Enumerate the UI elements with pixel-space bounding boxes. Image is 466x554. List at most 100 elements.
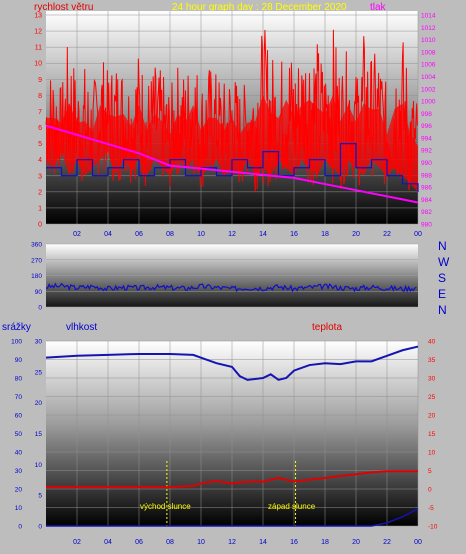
rain-label: srážky xyxy=(2,322,31,333)
time-x-tick: 04 xyxy=(104,539,112,546)
direction-y-tick: 180 xyxy=(31,273,42,280)
time-x-tick: 04 xyxy=(104,231,112,238)
wind-y-tick: 0 xyxy=(38,222,42,229)
humidity-y-tick: 90 xyxy=(15,357,23,364)
time-x-tick: 06 xyxy=(135,539,143,546)
compass-s: S xyxy=(438,271,446,285)
humidity-y-tick: 50 xyxy=(15,431,23,438)
rain-y-tick: 0 xyxy=(38,524,42,531)
direction-y-tick: 0 xyxy=(38,305,42,312)
temperature-y-tick: 25 xyxy=(428,394,436,401)
wind-y-tick: 11 xyxy=(35,45,42,52)
time-x-tick: 10 xyxy=(197,539,205,546)
time-x-tick: 18 xyxy=(321,539,329,546)
humidity-y-tick: 60 xyxy=(15,413,23,420)
rain-y-tick: 20 xyxy=(35,400,43,407)
temperature-y-tick: 30 xyxy=(428,376,436,383)
time-x-tick: 00 xyxy=(414,539,422,546)
time-x-tick: 02 xyxy=(73,539,81,546)
wind-y-tick: 9 xyxy=(38,77,42,84)
wind-pressure-series xyxy=(45,29,419,204)
humidity-y-tick: 0 xyxy=(18,524,22,531)
wind-y-tick: 3 xyxy=(38,173,42,180)
wind-speed-label: rychlost větru xyxy=(34,2,93,13)
time-x-tick: 08 xyxy=(166,539,174,546)
rain-y-tick: 10 xyxy=(35,462,43,469)
wind-y-tick: 7 xyxy=(38,109,42,116)
pressure-y-tick: 998 xyxy=(421,111,432,118)
direction-y-tick: 360 xyxy=(31,242,42,249)
wind-y-tick: 13 xyxy=(34,13,42,20)
humidity-y-tick: 100 xyxy=(11,339,22,346)
humidity-temperature-series xyxy=(45,345,419,527)
axis-tick-labels: 0123456789101112139809829849869889909929… xyxy=(11,13,438,547)
wind-y-tick: 6 xyxy=(38,125,42,132)
temperature-y-tick: 15 xyxy=(428,431,436,438)
humidity-y-tick: 30 xyxy=(15,468,23,475)
pressure-y-tick: 986 xyxy=(421,185,432,192)
rain-y-tick: 5 xyxy=(38,493,42,500)
rain-line xyxy=(46,508,419,527)
wind-y-tick: 1 xyxy=(38,205,42,212)
pressure-y-tick: 982 xyxy=(421,209,432,216)
time-x-tick: 20 xyxy=(352,231,360,238)
pressure-y-tick: 980 xyxy=(421,222,432,229)
time-x-tick: 06 xyxy=(135,231,143,238)
time-x-tick: 22 xyxy=(383,231,391,238)
humidity-line xyxy=(45,345,419,381)
direction-y-tick: 270 xyxy=(31,257,42,264)
compass-w: W xyxy=(438,255,450,269)
wind-y-tick: 2 xyxy=(38,189,42,196)
sunset-label: západ slunce xyxy=(268,502,316,511)
wind-direction-series xyxy=(45,282,417,293)
humidity-y-tick: 40 xyxy=(15,450,23,457)
pressure-y-tick: 1012 xyxy=(421,25,436,32)
time-x-tick: 08 xyxy=(166,231,174,238)
pressure-y-tick: 1010 xyxy=(421,37,436,44)
rain-y-tick: 25 xyxy=(35,369,43,376)
temperature-y-tick: 0 xyxy=(428,487,432,494)
wind-y-tick: 4 xyxy=(38,157,42,164)
temperature-y-tick: 40 xyxy=(428,339,436,346)
time-x-tick: 20 xyxy=(352,539,360,546)
time-x-tick: 16 xyxy=(290,539,298,546)
temperature-y-tick: 5 xyxy=(428,468,432,475)
chart-title: 24 hour graph day : 28 December 2020 xyxy=(172,2,347,13)
temperature-y-tick: -10 xyxy=(428,524,438,531)
time-x-tick: 12 xyxy=(228,231,236,238)
pressure-y-tick: 984 xyxy=(421,197,432,204)
humidity-y-tick: 80 xyxy=(15,376,23,383)
temperature-label: teplota xyxy=(312,322,342,333)
wind-y-tick: 8 xyxy=(38,93,42,100)
pressure-y-tick: 1004 xyxy=(421,74,436,81)
rain-y-tick: 30 xyxy=(35,339,43,346)
humidity-y-tick: 20 xyxy=(15,487,23,494)
wind-y-tick: 10 xyxy=(34,61,42,68)
direction-y-tick: 90 xyxy=(35,289,43,296)
temperature-y-tick: 20 xyxy=(428,413,436,420)
temperature-y-tick: 35 xyxy=(428,357,436,364)
wind-y-tick: 12 xyxy=(34,29,42,36)
wind-average-line xyxy=(46,143,419,192)
pressure-label: tlak xyxy=(370,2,387,13)
rain-y-tick: 15 xyxy=(35,431,43,438)
humidity-y-tick: 10 xyxy=(15,505,23,512)
wind-direction-grid xyxy=(46,243,418,308)
time-x-tick: 22 xyxy=(383,539,391,546)
humidity-label: vlhkost xyxy=(66,322,97,333)
compass-n-top: N xyxy=(438,239,447,253)
pressure-y-tick: 996 xyxy=(421,123,432,130)
temperature-y-tick: 10 xyxy=(428,450,436,457)
compass-e: E xyxy=(438,287,446,301)
time-x-tick: 14 xyxy=(259,539,267,546)
pressure-y-tick: 1000 xyxy=(421,99,436,106)
wind-speed-band xyxy=(46,95,418,192)
pressure-y-tick: 990 xyxy=(421,160,432,167)
humidity-y-tick: 70 xyxy=(15,394,23,401)
time-x-tick: 14 xyxy=(259,231,267,238)
pressure-y-tick: 994 xyxy=(421,135,432,142)
time-x-tick: 10 xyxy=(197,231,205,238)
pressure-y-tick: 1014 xyxy=(421,13,436,20)
